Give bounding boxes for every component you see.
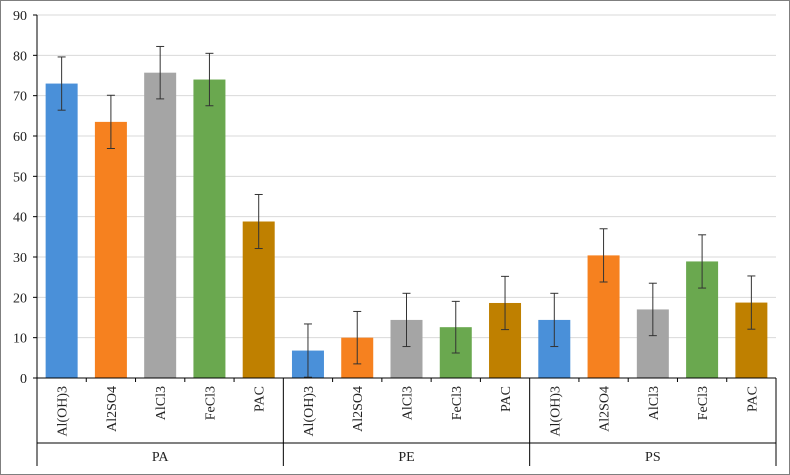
y-tick-label: 10 <box>13 332 27 347</box>
category-label: Al2SO4 <box>598 386 613 432</box>
category-label: PAC <box>253 386 268 412</box>
bar <box>45 83 78 379</box>
category-label: Al(OH)3 <box>302 386 317 437</box>
y-tick-label: 70 <box>13 90 27 105</box>
category-label: Al(OH)3 <box>56 386 71 437</box>
category-label: Al(OH)3 <box>548 386 563 437</box>
bar <box>144 72 177 378</box>
axes <box>33 14 777 466</box>
y-tick-label: 60 <box>13 130 27 145</box>
category-label: FeCl3 <box>450 386 465 420</box>
bar <box>193 79 226 379</box>
labels: 0 10 20 30 40 50 60 70 80 90 Al(OH)3 Al2SO4 AlCl3 FeC… <box>13 9 760 465</box>
category-label: PAC <box>745 386 760 412</box>
y-tick-label: 80 <box>13 49 27 64</box>
category-label: PAC <box>499 386 514 412</box>
y-tick-label: 90 <box>13 9 27 24</box>
category-label: FeCl3 <box>203 386 218 420</box>
category-label: FeCl3 <box>696 386 711 420</box>
category-label: Al2SO4 <box>351 386 366 432</box>
y-tick-label: 20 <box>13 291 27 306</box>
category-label: AlCl3 <box>647 386 662 420</box>
category-label: AlCl3 <box>401 386 416 420</box>
y-tick-label: 30 <box>13 251 27 266</box>
category-label: AlCl3 <box>154 386 169 420</box>
bar <box>94 121 127 378</box>
bars <box>45 45 768 379</box>
category-label: Al2SO4 <box>105 386 120 432</box>
y-tick-label: 50 <box>13 170 27 185</box>
group-label: PS <box>645 450 661 465</box>
y-tick-label: 0 <box>20 372 27 387</box>
y-tick-label: 40 <box>13 211 27 226</box>
group-label: PA <box>152 450 170 465</box>
group-label: PE <box>398 450 414 465</box>
